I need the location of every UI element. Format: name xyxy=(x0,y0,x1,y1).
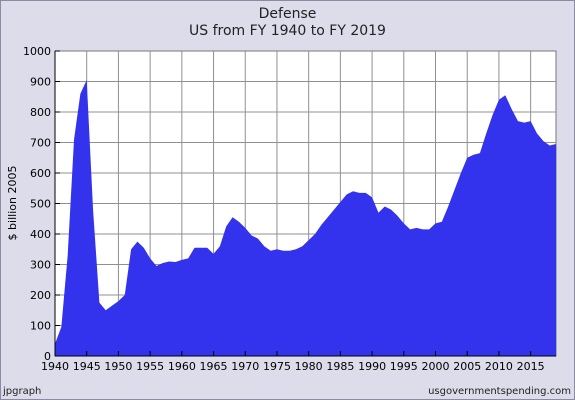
y-tick-label: 0 xyxy=(44,350,51,363)
y-tick-label: 500 xyxy=(30,198,51,211)
x-tick-label: 1950 xyxy=(104,360,132,373)
x-tick-label: 1980 xyxy=(295,360,323,373)
x-tick-label: 1945 xyxy=(73,360,101,373)
x-tick-label: 2010 xyxy=(485,360,513,373)
y-tick-label: 1000 xyxy=(23,45,51,58)
x-axis-ticks: 1940 1945 1950 1955 1960 1965 1970 1975 1980 1985… xyxy=(41,351,545,373)
y-tick-label: 600 xyxy=(30,167,51,180)
x-tick-label: 1965 xyxy=(200,360,228,373)
y-tick-label: 900 xyxy=(30,76,51,89)
footer-right: usgovernmentspending.com xyxy=(428,386,571,397)
x-tick-label: 2000 xyxy=(422,360,450,373)
x-tick-label: 1975 xyxy=(263,360,291,373)
y-tick-label: 300 xyxy=(30,259,51,272)
x-tick-label: 2015 xyxy=(517,360,545,373)
y-tick-label: 200 xyxy=(30,289,51,302)
chart-subtitle: US from FY 1940 to FY 2019 xyxy=(189,23,386,39)
x-tick-label: 1990 xyxy=(358,360,386,373)
area-series xyxy=(55,79,556,356)
x-tick-label: 1985 xyxy=(326,360,354,373)
x-tick-label: 1955 xyxy=(136,360,164,373)
x-tick-label: 1960 xyxy=(168,360,196,373)
x-tick-label: 1995 xyxy=(390,360,418,373)
y-tick-label: 800 xyxy=(30,106,51,119)
y-tick-label: 100 xyxy=(30,320,51,333)
x-tick-label: 2005 xyxy=(453,360,481,373)
footer-left: jpgraph xyxy=(3,386,42,397)
y-tick-label: 400 xyxy=(30,228,51,241)
y-axis-ticks: 0 100 200 300 400 500 600 700 800 900 1000 xyxy=(23,45,60,363)
y-axis-label: $ billion 2005 xyxy=(6,166,19,241)
y-tick-label: 700 xyxy=(30,137,51,150)
x-tick-label: 1970 xyxy=(231,360,259,373)
x-tick-label: 1940 xyxy=(41,360,69,373)
chart-title: Defense xyxy=(258,6,317,22)
